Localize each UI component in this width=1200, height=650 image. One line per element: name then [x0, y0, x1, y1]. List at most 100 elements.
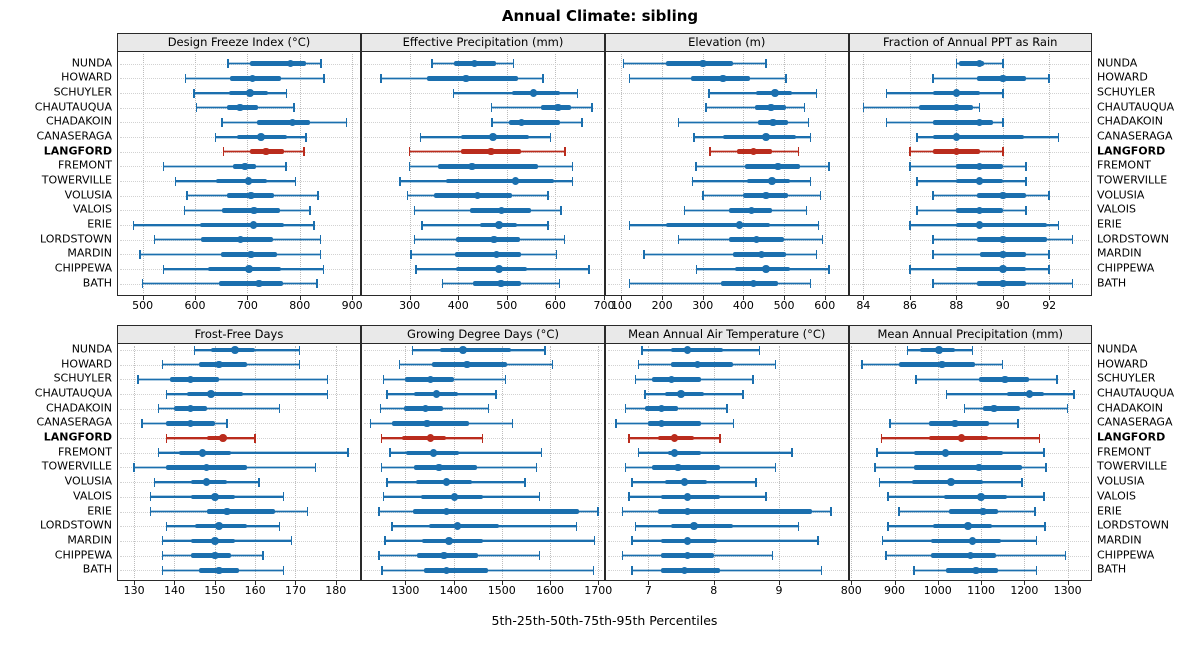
iqr-bar-25-75: [423, 568, 489, 573]
whisker-cap-5th: [389, 448, 391, 458]
whisker-cap-5th: [622, 59, 625, 69]
whisker-cap-95th: [820, 565, 823, 575]
x-tick-label: 1300: [391, 584, 420, 597]
x-tick-mark: [295, 580, 297, 585]
whisker-cap-5th: [885, 117, 888, 127]
whisker-cap-95th: [1002, 88, 1004, 98]
whisker-cap-95th: [563, 235, 566, 245]
panel-strip-title: Mean Annual Precipitation (mm): [849, 326, 1091, 344]
whisker-cap-5th: [214, 132, 217, 142]
x-tick-mark: [713, 580, 715, 585]
x-gridline: [409, 54, 411, 293]
whisker-cap-95th: [1025, 176, 1027, 186]
whisker-cap-5th: [932, 191, 934, 201]
x-tick-label: 86: [902, 299, 917, 312]
whisker-cap-95th: [828, 161, 830, 171]
whisker-cap-5th: [415, 264, 417, 274]
median-dot: [767, 103, 775, 112]
panel-plot-area: [118, 52, 360, 295]
site-label-right: MARDIN: [1097, 533, 1142, 547]
whisker-cap-5th: [406, 191, 409, 201]
x-tick-mark: [648, 580, 650, 585]
iqr-bar-25-75: [206, 509, 276, 514]
axis-caption: 5th-25th-50th-75th-95th Percentiles: [491, 613, 718, 628]
median-dot: [473, 191, 482, 200]
whisker-cap-95th: [481, 433, 484, 443]
whisker-cap-5th: [411, 345, 414, 355]
whisker-cap-95th: [755, 477, 757, 487]
site-label-right: ERIE: [1097, 504, 1122, 518]
x-tick-label: 400: [447, 299, 469, 312]
median-dot: [554, 103, 562, 112]
panel-plot-area: [850, 344, 1092, 580]
median-dot: [257, 133, 265, 141]
site-label-right: CHAUTAUQUA: [1097, 386, 1175, 400]
whisker-cap-95th: [581, 117, 583, 127]
site-label-right: LORDSTOWN: [1097, 232, 1169, 246]
whisker-cap-5th: [183, 205, 186, 215]
whisker-cap-5th: [887, 521, 889, 531]
range-line-5-95: [632, 569, 822, 572]
median-dot: [492, 250, 501, 259]
site-label-left: FREMONT: [57, 158, 112, 172]
median-dot: [747, 206, 756, 215]
whisker-cap-95th: [298, 345, 301, 355]
iqr-bar-25-75: [256, 120, 310, 125]
whisker-cap-95th: [294, 176, 297, 186]
range-line-5-95: [163, 165, 287, 168]
median-dot: [497, 279, 505, 288]
site-label-right: LANGFORD: [1097, 144, 1166, 158]
median-dot: [683, 346, 692, 354]
site-label-right: CANASERAGA: [1097, 129, 1173, 143]
whisker-cap-5th: [916, 176, 918, 186]
whisker-cap-5th: [193, 88, 195, 98]
median-dot: [657, 404, 666, 413]
median-dot: [186, 375, 195, 384]
site-label-right: BATH: [1097, 276, 1127, 290]
site-label-right: VOLUSIA: [1097, 474, 1145, 488]
site-label-left: NUNDA: [71, 56, 112, 70]
median-dot: [683, 507, 692, 516]
whisker-cap-95th: [726, 404, 728, 414]
whisker-cap-5th: [378, 551, 380, 561]
whisker-cap-95th: [290, 536, 293, 546]
whisker-cap-5th: [631, 477, 633, 487]
x-tick-mark: [405, 580, 407, 585]
median-dot: [774, 162, 782, 171]
x-tick-mark: [598, 580, 600, 585]
iqr-bar-25-75: [671, 347, 724, 353]
x-gridline: [909, 54, 911, 293]
site-label-right: NUNDA: [1097, 56, 1138, 70]
whisker-cap-5th: [132, 220, 135, 230]
median-dot: [468, 162, 476, 171]
whisker-cap-5th: [881, 536, 884, 546]
median-dot: [680, 566, 689, 575]
x-gridline: [648, 346, 650, 578]
whisker-cap-5th: [386, 477, 388, 487]
iqr-bar-25-75: [215, 178, 267, 184]
x-tick-mark: [255, 580, 257, 585]
whisker-cap-95th: [282, 565, 285, 575]
median-dot: [440, 551, 448, 560]
whisker-cap-95th: [1025, 205, 1027, 215]
whisker-cap-95th: [809, 279, 812, 289]
whisker-cap-5th: [382, 492, 385, 502]
median-dot: [215, 566, 223, 575]
whisker-cap-95th: [560, 205, 562, 215]
iqr-bar-25-75: [898, 362, 975, 367]
whisker-cap-95th: [555, 249, 558, 259]
median-dot: [255, 279, 263, 288]
whisker-cap-95th: [593, 536, 596, 546]
range-line-5-95: [138, 378, 328, 381]
site-label-left: MARDIN: [67, 533, 112, 547]
range-line-5-95: [166, 393, 328, 395]
x-gridline: [1002, 54, 1004, 293]
iqr-bar-25-75: [944, 494, 1008, 500]
x-gridline: [174, 346, 176, 578]
whisker-cap-95th: [262, 551, 264, 561]
median-dot: [215, 522, 223, 530]
site-label-right: SCHUYLER: [1097, 371, 1156, 385]
x-tick-label: 150: [204, 584, 226, 597]
median-dot: [244, 177, 253, 185]
